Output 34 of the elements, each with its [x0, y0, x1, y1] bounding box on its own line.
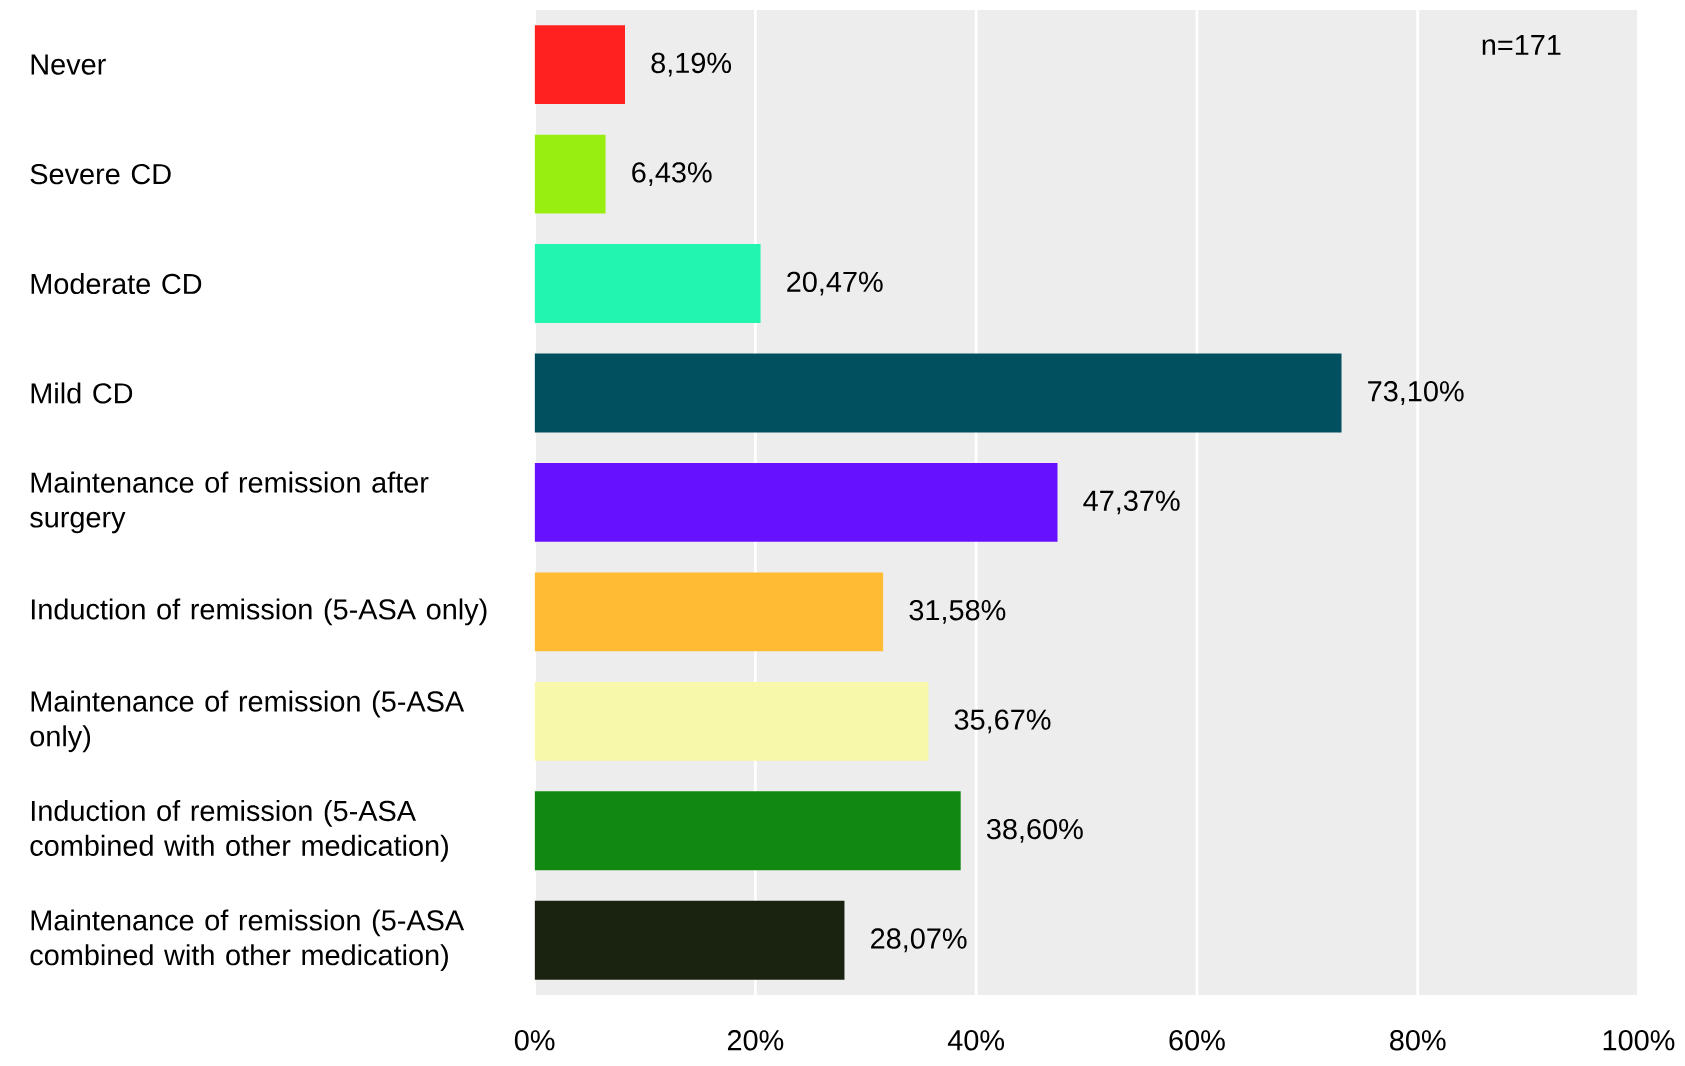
data-label: 38,60% — [986, 818, 1083, 843]
data-label: 6,43% — [632, 162, 712, 186]
y-tick-label: Maintenance of remission (5-ASA only) — [30, 690, 465, 753]
data-label: 73,10% — [1368, 380, 1464, 405]
bar — [534, 791, 961, 871]
data-label: 31,58% — [909, 599, 1006, 624]
bar — [534, 681, 929, 761]
y-tick-label: Maintenance of remission after surgery — [30, 471, 429, 534]
bar — [534, 244, 761, 323]
annotation: n=171 — [1482, 34, 1561, 55]
bar — [534, 134, 606, 214]
bar — [534, 572, 884, 652]
y-tick-label: Never — [31, 54, 106, 75]
x-tick-label: 20% — [727, 1029, 784, 1051]
data-label: 8,19% — [651, 52, 732, 77]
y-tick-label: Mild CD — [31, 382, 133, 404]
bar — [534, 462, 1058, 542]
data-label: 35,67% — [954, 709, 1051, 734]
y-tick-label: Induction of remission (5-ASA combined with other medication) — [30, 799, 448, 862]
x-tick-label: 100% — [1603, 1029, 1675, 1051]
bar — [534, 25, 626, 104]
data-label: 47,37% — [1083, 490, 1180, 515]
data-label: 28,07% — [871, 928, 967, 953]
bar — [534, 900, 845, 980]
bar — [534, 353, 1342, 433]
data-label: 20,47% — [787, 271, 883, 296]
y-tick-label: Moderate CD — [31, 272, 202, 295]
x-tick-label: 80% — [1390, 1029, 1446, 1051]
y-tick-label: Induction of remission (5-ASA only) — [31, 598, 487, 626]
x-tick-label: 60% — [1169, 1029, 1225, 1051]
x-tick-label: 40% — [947, 1029, 1005, 1051]
y-tick-label: Severe CD — [30, 163, 171, 185]
x-tick-label: 0% — [514, 1029, 555, 1051]
y-tick-label: Maintenance of remission (5-ASA combined with other medication) — [30, 909, 465, 971]
